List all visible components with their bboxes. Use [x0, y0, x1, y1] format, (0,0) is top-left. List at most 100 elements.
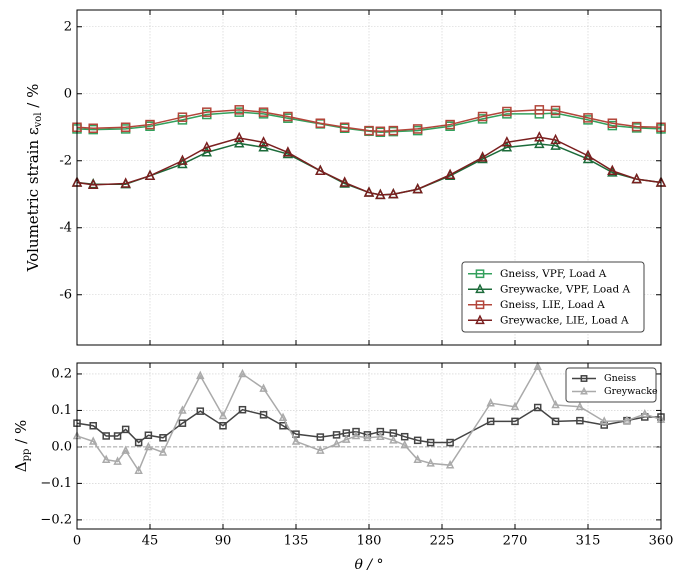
marker	[102, 432, 110, 440]
marker	[475, 269, 485, 279]
marker	[113, 432, 122, 440]
marker	[339, 122, 350, 132]
marker	[316, 445, 325, 454]
line	[76, 365, 662, 473]
marker	[88, 178, 99, 190]
marker	[339, 176, 350, 187]
legend: Gneiss Greywacke	[565, 367, 658, 403]
marker	[351, 430, 361, 440]
x-tick-label: 0	[73, 534, 81, 549]
marker	[238, 405, 247, 414]
marker	[158, 447, 168, 456]
legend-label: Gneiss, LIE, Load A	[500, 299, 605, 311]
marker	[375, 188, 386, 200]
y-tick-label: −0.2	[40, 512, 72, 527]
marker	[446, 438, 454, 447]
marker	[121, 425, 130, 434]
marker	[177, 154, 188, 165]
marker	[282, 146, 294, 157]
axes-frame	[76, 362, 662, 530]
marker	[134, 438, 143, 447]
marker	[607, 164, 618, 175]
marker	[159, 434, 167, 442]
marker	[477, 111, 488, 122]
marker	[486, 398, 495, 407]
x-axis-label: θ / °	[354, 557, 383, 573]
marker	[238, 368, 247, 378]
marker	[364, 125, 374, 136]
axes-frame	[76, 9, 662, 346]
x-tick-label: 360	[649, 534, 674, 549]
y-tick-label: 0.0	[51, 439, 72, 454]
marker	[219, 422, 227, 430]
marker	[575, 401, 585, 411]
y-label-text: Δ	[12, 461, 30, 472]
marker	[501, 141, 513, 152]
x-tick-label: 315	[576, 534, 601, 549]
marker	[583, 113, 593, 123]
y-tick-label: -4	[59, 220, 72, 235]
marker	[631, 121, 642, 132]
marker	[534, 137, 545, 149]
marker	[375, 126, 386, 137]
marker	[178, 419, 187, 427]
y-tick-label: 0	[64, 86, 72, 101]
marker	[445, 460, 455, 469]
legend-label: Gneiss, VPF, Load A	[500, 268, 607, 280]
marker	[477, 151, 488, 162]
y-label-after: / %	[12, 420, 30, 449]
legend-label: Greywacke, LIE, Load A	[500, 314, 629, 326]
marker	[315, 118, 326, 128]
marker	[576, 416, 584, 425]
y-label-after: / %	[24, 84, 42, 113]
marker	[486, 417, 495, 426]
y-label-text: Volumetric strain ε	[24, 127, 42, 272]
marker	[258, 136, 269, 147]
marker	[533, 403, 542, 412]
marker	[475, 283, 485, 294]
marker	[352, 427, 360, 436]
marker	[291, 436, 301, 445]
marker	[279, 422, 287, 430]
marker	[342, 434, 351, 443]
marker	[144, 441, 153, 451]
y-tick-label: −0.1	[40, 476, 72, 491]
marker	[600, 416, 609, 425]
marker	[121, 445, 130, 454]
marker	[582, 149, 594, 160]
marker	[550, 133, 561, 145]
marker	[640, 408, 649, 418]
marker	[412, 182, 423, 194]
marker	[201, 141, 212, 152]
marker	[258, 107, 269, 117]
marker	[426, 458, 435, 467]
marker	[389, 435, 398, 444]
marker	[510, 401, 520, 411]
y-tick-label: 2	[64, 19, 72, 34]
marker	[234, 137, 245, 148]
marker	[400, 432, 409, 441]
marker	[534, 131, 545, 142]
marker	[363, 432, 372, 442]
marker	[501, 136, 513, 147]
marker	[550, 139, 561, 150]
line	[76, 136, 662, 196]
y-tick-label: 0.2	[51, 366, 72, 381]
legend-box	[565, 367, 657, 403]
marker	[283, 111, 293, 122]
marker	[144, 169, 156, 180]
x-tick-label: 45	[142, 534, 159, 549]
marker	[426, 438, 435, 447]
marker	[413, 454, 422, 463]
marker	[218, 410, 228, 420]
marker	[177, 112, 188, 122]
marker	[134, 465, 143, 474]
marker	[120, 122, 131, 132]
marker	[144, 431, 153, 439]
x-tick-label: 90	[215, 534, 232, 549]
marker	[332, 438, 341, 448]
marker	[551, 417, 560, 426]
marker	[259, 411, 268, 419]
marker	[89, 436, 98, 445]
marker	[534, 105, 545, 115]
